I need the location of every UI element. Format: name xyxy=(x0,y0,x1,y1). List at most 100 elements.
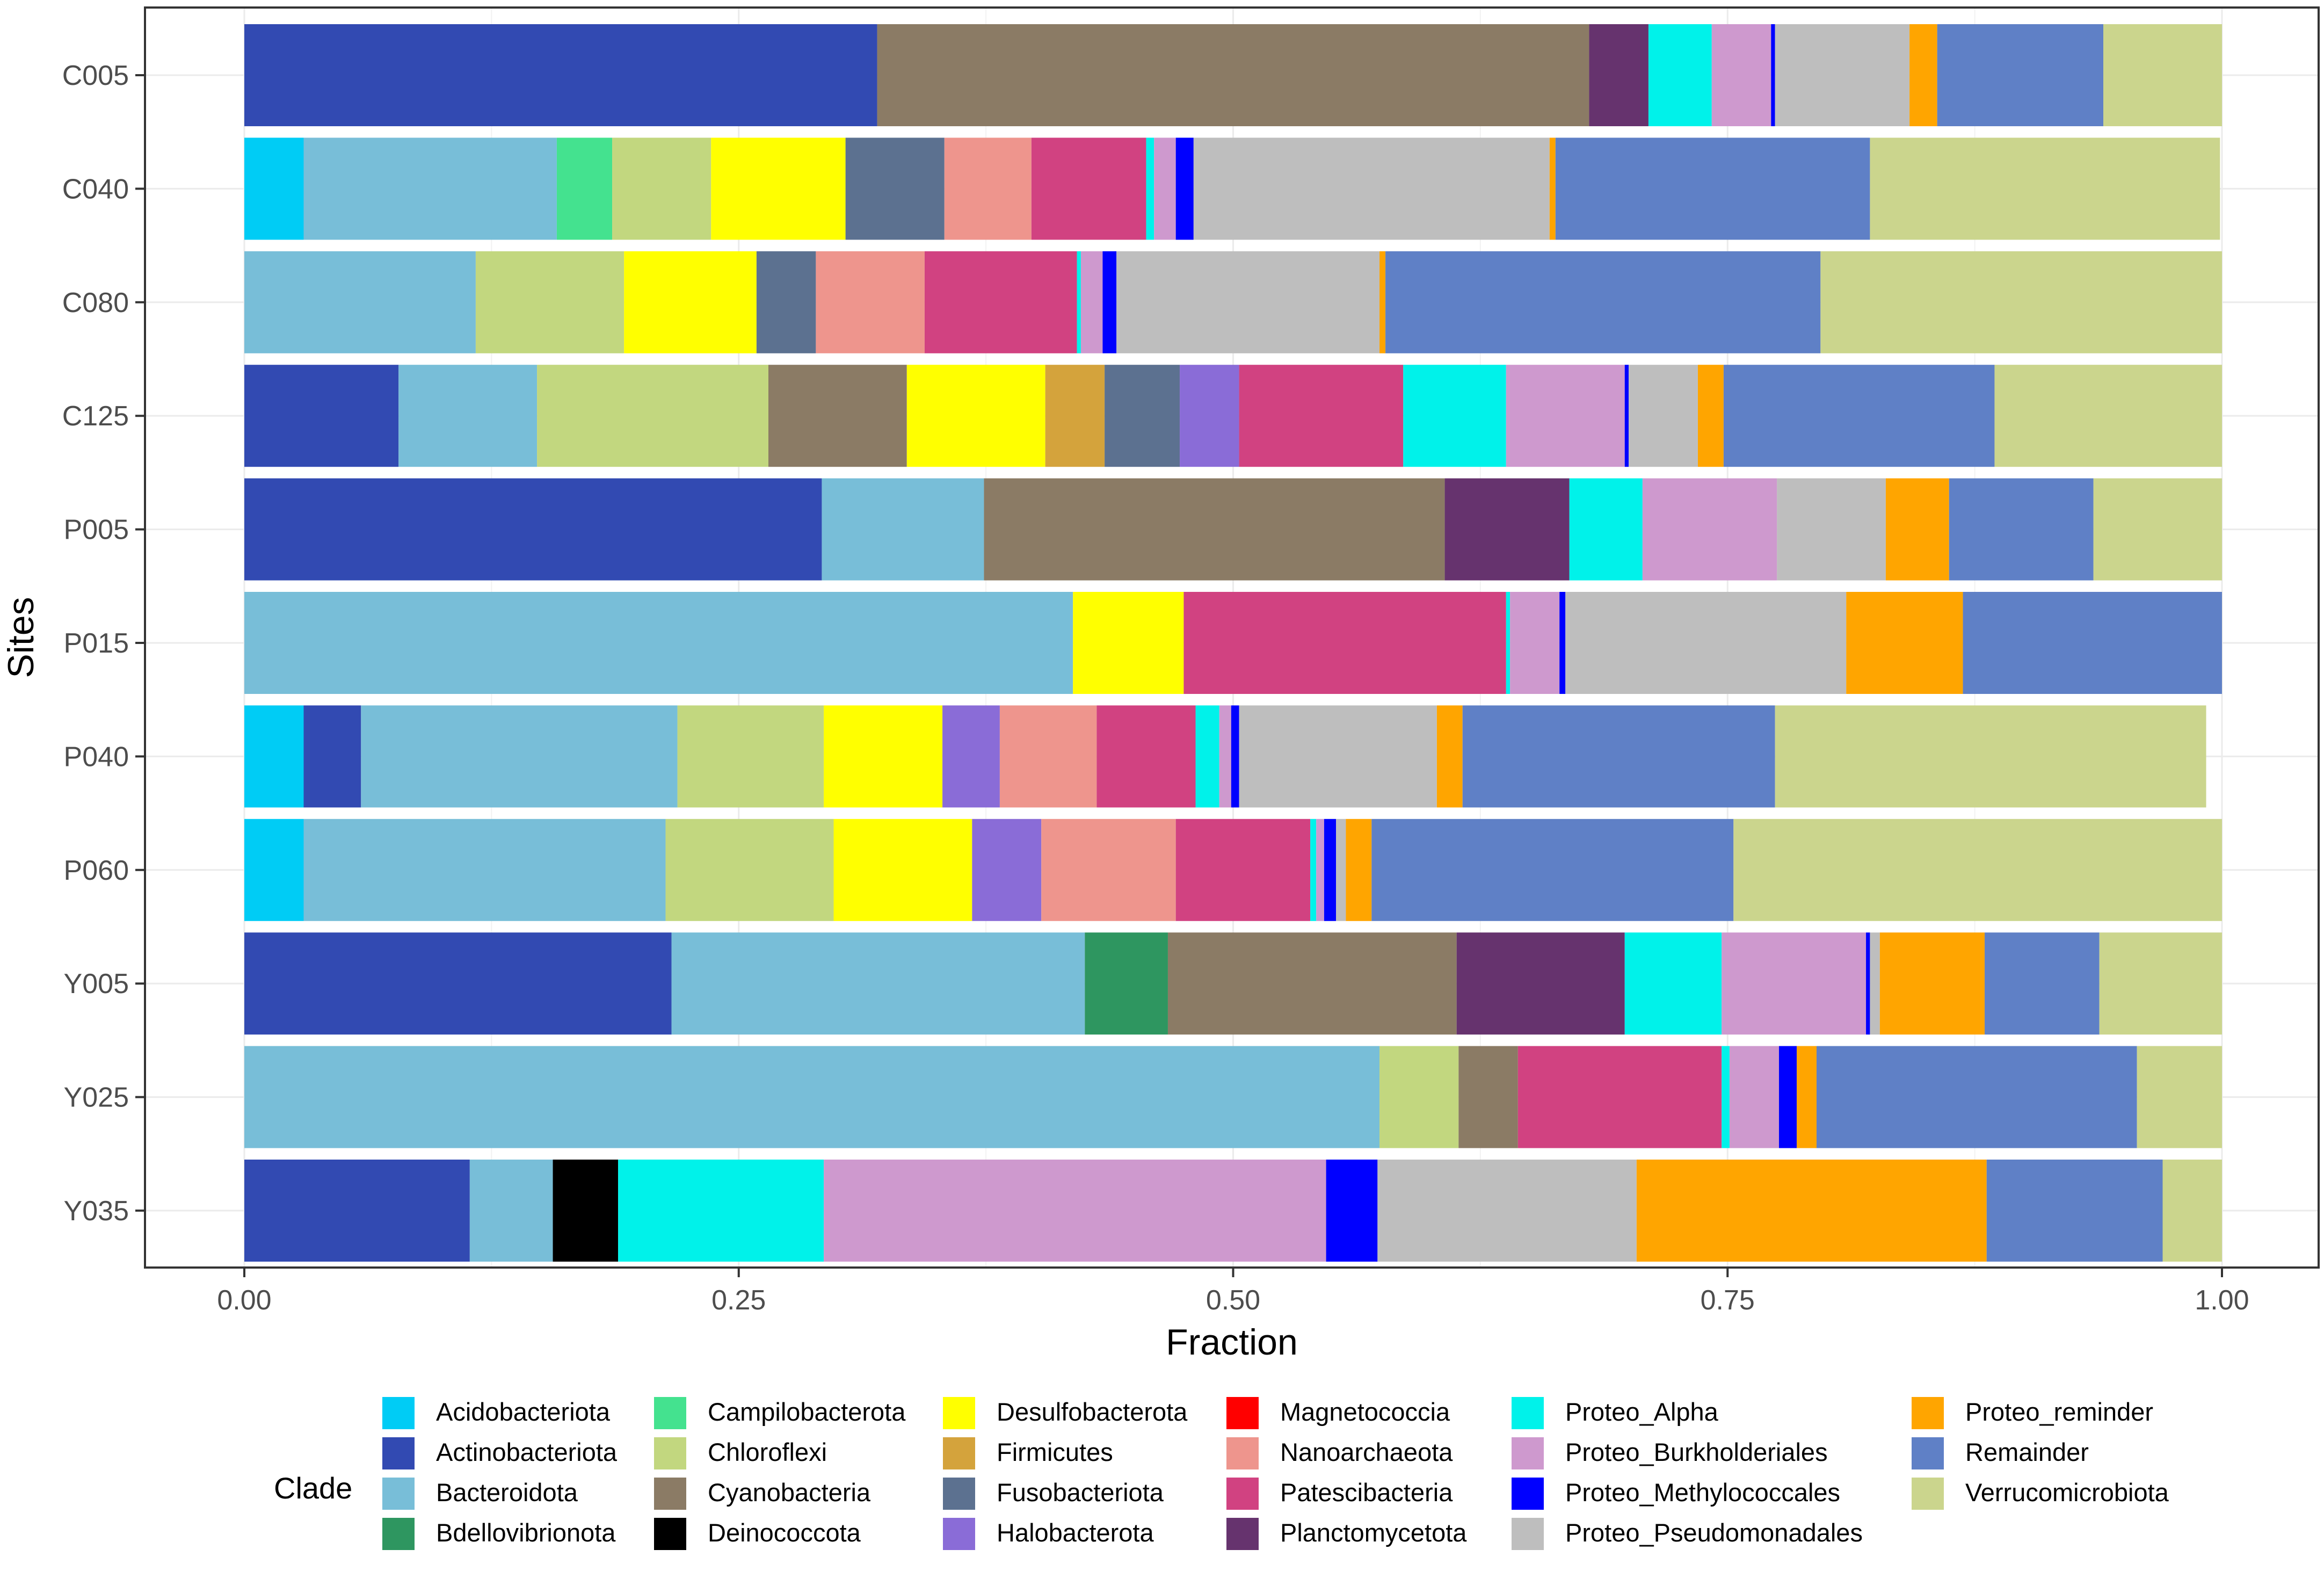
legend-item-Proteo_Methylococcales: Proteo_Methylococcales xyxy=(1512,1478,1840,1510)
legend-swatch-Bdellovibrionota xyxy=(382,1518,415,1550)
bar-segment-P005-Bacteroidota xyxy=(822,478,984,581)
y-tick-label-Y025: Y025 xyxy=(64,1082,129,1113)
bar-segment-P060-Chloroflexi xyxy=(665,819,834,921)
bar-segment-Y025-Cyanobacteria xyxy=(1458,1046,1518,1148)
bars-group xyxy=(244,24,2222,1262)
bar-segment-C080-Chloroflexi xyxy=(475,251,624,353)
legend-swatch-Proteo_Alpha xyxy=(1512,1397,1544,1429)
legend-label-Magnetococcia: Magnetococcia xyxy=(1280,1398,1450,1426)
bar-segment-P040-Nanoarchaeota xyxy=(999,705,1097,808)
bar-segment-Y035-Proteo_reminder xyxy=(1636,1160,1987,1262)
bar-segment-C040-Desulfobacterota xyxy=(711,137,846,240)
legend-item-Proteo_Pseudomonadales: Proteo_Pseudomonadales xyxy=(1512,1518,1863,1550)
bar-segment-C125-Proteo_reminder xyxy=(1698,365,1724,467)
bar-segment-C040-Remainder xyxy=(1555,137,1870,240)
legend-item-Proteo_Burkholderiales: Proteo_Burkholderiales xyxy=(1512,1437,1828,1469)
bar-segment-P060-Nanoarchaeota xyxy=(1041,819,1176,921)
bar-segment-C040-Verrucomicrobiota xyxy=(1870,137,2220,240)
legend-label-Verrucomicrobiota: Verrucomicrobiota xyxy=(1965,1478,2169,1507)
bar-segment-P015-Patescibacteria xyxy=(1183,592,1506,694)
legend-item-Remainder: Remainder xyxy=(1912,1437,2089,1469)
bar-segment-P060-Acidobacteriota xyxy=(244,819,304,921)
bar-segment-P015-Remainder xyxy=(1963,592,2222,694)
legend-swatch-Cyanobacteria xyxy=(654,1478,686,1510)
bar-segment-P005-Proteo_reminder xyxy=(1885,478,1949,581)
bar-segment-C005-Cyanobacteria xyxy=(877,24,1589,126)
bar-segment-C005-Remainder xyxy=(1937,24,2104,126)
bar-segment-C005-Verrucomicrobiota xyxy=(2103,24,2222,126)
legend-swatch-Halobacterota xyxy=(943,1518,975,1550)
bar-P015 xyxy=(244,592,2222,694)
bar-segment-P060-Remainder xyxy=(1371,819,1734,921)
legend-swatch-Bacteroidota xyxy=(382,1478,415,1510)
bar-segment-P005-Proteo_Burkholderiales xyxy=(1642,478,1777,581)
legend-swatch-Verrucomicrobiota xyxy=(1912,1478,1944,1510)
bar-segment-Y025-Proteo_reminder xyxy=(1797,1046,1817,1148)
bar-segment-C040-Proteo_Methylococcales xyxy=(1175,137,1194,240)
x-tick-label-2: 0.50 xyxy=(1206,1285,1260,1316)
bar-segment-Y025-Verrucomicrobiota xyxy=(2137,1046,2222,1148)
bar-segment-C040-Campilobacterota xyxy=(556,137,613,240)
bar-Y035 xyxy=(244,1160,2222,1262)
bar-segment-C125-Firmicutes xyxy=(1045,365,1105,467)
legend-label-Patescibacteria: Patescibacteria xyxy=(1280,1478,1453,1507)
bar-segment-P040-Actinobacteriota xyxy=(303,705,361,808)
bar-segment-Y035-Verrucomicrobiota xyxy=(2162,1160,2222,1262)
y-tick-label-P040: P040 xyxy=(64,741,129,772)
bar-segment-C080-Proteo_Alpha xyxy=(1077,251,1081,353)
bar-segment-P040-Proteo_reminder xyxy=(1436,705,1463,808)
bar-segment-Y025-Proteo_Alpha xyxy=(1722,1046,1730,1148)
y-tick-label-P005: P005 xyxy=(64,515,129,546)
bar-P040 xyxy=(244,705,2206,808)
bar-segment-P060-Halobacterota xyxy=(972,819,1042,921)
bar-segment-P040-Chloroflexi xyxy=(677,705,824,808)
y-tick-label-C080: C080 xyxy=(62,287,129,318)
legend-item-Bacteroidota: Bacteroidota xyxy=(382,1478,578,1510)
legend-swatch-Proteo_reminder xyxy=(1912,1397,1944,1429)
legend-label-Proteo_Methylococcales: Proteo_Methylococcales xyxy=(1565,1478,1840,1507)
bar-Y025 xyxy=(244,1046,2222,1148)
bar-segment-C040-Acidobacteriota xyxy=(244,137,304,240)
bar-segment-P005-Proteo_Alpha xyxy=(1569,478,1643,581)
bar-segment-C040-Nanoarchaeota xyxy=(944,137,1032,240)
bar-segment-C005-Proteo_Pseudomonadales xyxy=(1775,24,1910,126)
bar-segment-C040-Proteo_Burkholderiales xyxy=(1154,137,1176,240)
bar-segment-P040-Remainder xyxy=(1462,705,1775,808)
legend-swatch-Actinobacteriota xyxy=(382,1437,415,1469)
bar-segment-C040-Chloroflexi xyxy=(612,137,711,240)
legend-label-Acidobacteriota: Acidobacteriota xyxy=(436,1398,611,1426)
legend-label-Desulfobacterota: Desulfobacterota xyxy=(997,1398,1188,1426)
legend-label-Actinobacteriota: Actinobacteriota xyxy=(436,1438,618,1466)
bar-segment-P040-Desulfobacterota xyxy=(824,705,943,808)
bar-P060 xyxy=(244,819,2222,921)
x-tick-label-1: 0.25 xyxy=(711,1285,766,1316)
bar-segment-C005-Proteo_Methylococcales xyxy=(1771,24,1775,126)
plot-border xyxy=(144,6,2320,1269)
y-axis: C005 C040 C080 C125 P005 P015 P040 P060 Y005 Y025… xyxy=(62,60,145,1227)
y-tick-label-P015: P015 xyxy=(64,628,129,659)
legend-item-Firmicutes: Firmicutes xyxy=(943,1437,1113,1469)
legend-item-Halobacterota: Halobacterota xyxy=(943,1518,1154,1550)
bar-segment-P040-Patescibacteria xyxy=(1096,705,1196,808)
legend-label-Deinococcota: Deinococcota xyxy=(708,1518,861,1547)
bar-segment-Y005-Proteo_Pseudomonadales xyxy=(1870,932,1880,1035)
bar-segment-P015-Proteo_Alpha xyxy=(1506,592,1510,694)
legend-label-Proteo_Pseudomonadales: Proteo_Pseudomonadales xyxy=(1565,1518,1863,1547)
bar-segment-P015-Proteo_Burkholderiales xyxy=(1510,592,1560,694)
legend-item-Proteo_reminder: Proteo_reminder xyxy=(1912,1397,2153,1429)
bar-segment-Y005-Bdellovibrionota xyxy=(1085,932,1168,1035)
legend-swatch-Proteo_Burkholderiales xyxy=(1512,1437,1544,1469)
bar-segment-Y005-Proteo_Burkholderiales xyxy=(1722,932,1867,1035)
bar-segment-C080-Fusobacteriota xyxy=(756,251,816,353)
bar-segment-C125-Halobacterota xyxy=(1180,365,1239,467)
bar-C005 xyxy=(244,24,2222,126)
legend-swatch-Chloroflexi xyxy=(654,1437,686,1469)
bar-segment-P060-Desulfobacterota xyxy=(833,819,972,921)
legend-swatch-Campilobacterota xyxy=(654,1397,686,1429)
bar-segment-C080-Remainder xyxy=(1385,251,1821,353)
y-tick-label-C125: C125 xyxy=(62,401,129,432)
bar-segment-C080-Bacteroidota xyxy=(244,251,476,353)
bar-segment-C125-Cyanobacteria xyxy=(768,365,907,467)
y-tick-label-P060: P060 xyxy=(64,855,129,886)
bar-segment-Y005-Cyanobacteria xyxy=(1167,932,1457,1035)
